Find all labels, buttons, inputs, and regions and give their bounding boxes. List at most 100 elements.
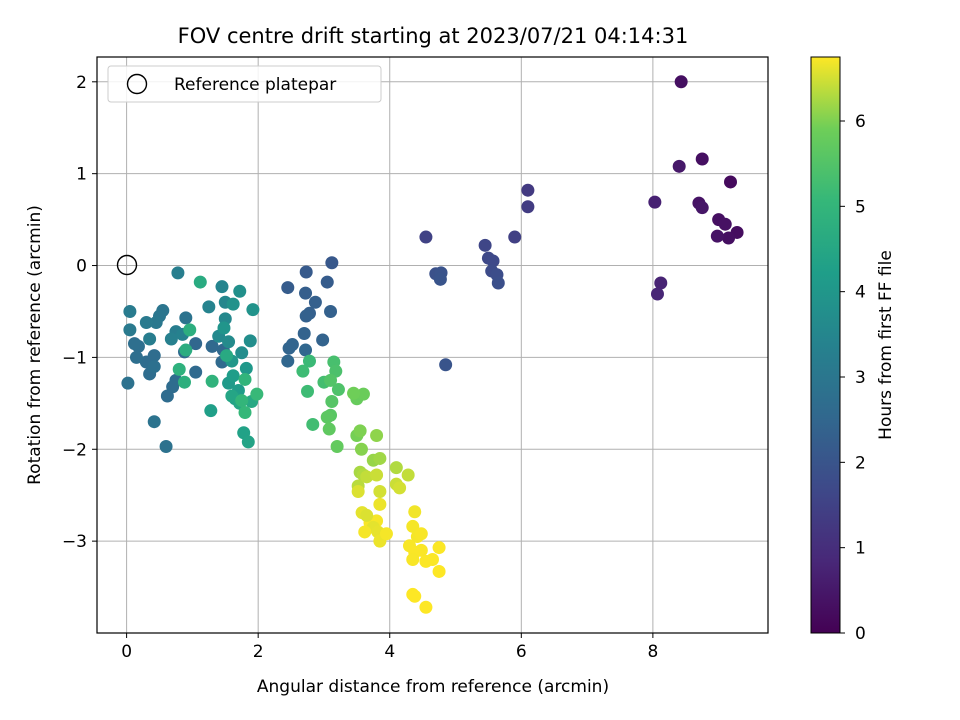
data-point <box>320 275 334 289</box>
data-point <box>347 386 361 400</box>
data-point <box>164 332 178 346</box>
data-point <box>672 159 686 173</box>
data-point <box>226 369 240 383</box>
data-point <box>414 543 428 557</box>
data-point <box>220 349 234 363</box>
legend-marker <box>126 73 148 95</box>
data-point <box>648 195 662 209</box>
data-point <box>695 152 709 166</box>
data-point <box>147 360 161 374</box>
data-point <box>235 346 249 360</box>
data-point <box>324 304 338 318</box>
data-point <box>432 564 446 578</box>
plot-frame <box>96 56 769 634</box>
data-point <box>379 527 393 541</box>
data-point <box>183 323 197 337</box>
data-point <box>179 343 193 357</box>
data-point <box>160 389 174 403</box>
data-point <box>414 527 428 541</box>
y-tick-label: 1 <box>76 165 87 185</box>
data-point <box>419 600 433 614</box>
data-point <box>353 424 367 438</box>
data-point <box>296 364 310 378</box>
colorbar-tick-label: 3 <box>855 368 866 388</box>
data-point <box>325 394 339 408</box>
data-point <box>426 553 439 567</box>
colorbar: 0 1 2 3 4 5 6 Hours from first FF file <box>810 56 896 644</box>
data-point <box>226 297 240 311</box>
data-point <box>724 175 738 189</box>
data-point <box>139 315 153 329</box>
data-point <box>250 387 264 401</box>
data-point <box>433 272 447 286</box>
data-point <box>202 300 216 314</box>
data-point <box>302 354 316 368</box>
data-point <box>241 435 255 449</box>
data-point <box>324 373 338 387</box>
data-point <box>127 337 141 351</box>
data-point <box>147 415 161 429</box>
colorbar-gradient <box>810 56 841 634</box>
data-point <box>432 541 446 555</box>
data-point <box>654 276 668 290</box>
data-point <box>235 394 249 408</box>
x-tick-label: 2 <box>253 642 264 662</box>
data-point <box>370 428 384 442</box>
data-point <box>354 442 368 456</box>
data-point <box>129 350 143 364</box>
data-point <box>299 309 313 323</box>
x-tick-label: 4 <box>384 642 395 662</box>
data-point <box>149 315 163 329</box>
data-point <box>408 505 422 519</box>
data-point <box>308 295 322 309</box>
data-point <box>356 387 370 401</box>
data-point <box>204 404 218 418</box>
data-point <box>330 440 344 454</box>
data-point <box>215 280 229 294</box>
x-tick-label: 6 <box>516 642 527 662</box>
data-point <box>193 275 207 289</box>
data-point <box>143 332 157 346</box>
data-point <box>373 485 387 499</box>
data-point <box>299 265 313 279</box>
data-point <box>486 254 500 268</box>
data-point <box>406 519 420 533</box>
data-point <box>205 374 219 388</box>
data-point <box>233 284 247 298</box>
data-points <box>121 75 744 614</box>
colorbar-label: Hours from first FF file <box>876 250 896 440</box>
data-point <box>406 553 420 567</box>
data-point <box>123 323 137 337</box>
data-point <box>322 422 336 436</box>
data-point <box>159 440 173 454</box>
data-point <box>508 230 522 244</box>
data-point <box>177 375 191 389</box>
x-tick-label: 0 <box>121 642 132 662</box>
y-tick-label: 0 <box>76 257 87 277</box>
data-point <box>373 451 387 465</box>
data-point <box>121 376 135 390</box>
x-tick-label: 8 <box>647 642 658 662</box>
colorbar-tick-label: 4 <box>855 283 866 303</box>
data-point <box>710 229 724 243</box>
data-point <box>478 238 492 252</box>
data-point <box>301 384 315 398</box>
legend-label: Reference platepar <box>174 75 336 95</box>
data-point <box>370 468 384 482</box>
data-point <box>299 343 313 357</box>
data-point <box>373 497 387 511</box>
data-point <box>521 183 535 197</box>
colorbar-ticks: 0 1 2 3 4 5 6 <box>840 112 866 644</box>
data-point <box>238 406 252 420</box>
data-point <box>238 372 252 386</box>
data-point <box>521 200 535 214</box>
data-point <box>281 281 295 295</box>
data-point <box>491 276 505 290</box>
data-point <box>281 354 295 368</box>
data-point <box>358 525 372 539</box>
data-point <box>297 327 311 341</box>
colorbar-tick-label: 1 <box>855 539 866 559</box>
legend: Reference platepar <box>107 65 382 103</box>
data-point <box>222 335 236 349</box>
